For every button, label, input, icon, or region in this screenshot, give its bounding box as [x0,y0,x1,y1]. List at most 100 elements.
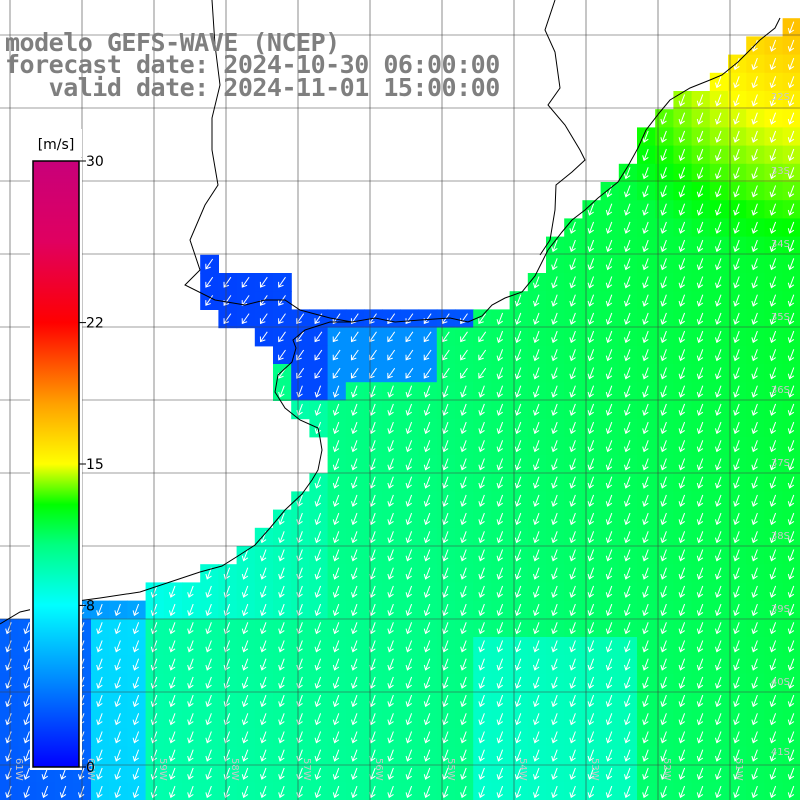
wind-arrow [405,458,413,471]
wind-arrow [551,694,558,708]
wind-arrow [569,658,576,671]
wind-arrow [314,731,322,744]
wind-arrow [423,640,431,653]
wind-arrow [642,476,649,489]
wind-arrow [442,385,449,398]
wind-arrow [150,676,158,689]
wind-arrow [642,403,649,416]
wind-arrow [278,622,285,635]
wind-arrow [387,440,394,453]
wind-arrow [96,676,103,689]
wind-arrow [169,585,176,598]
wind-arrow [387,622,394,635]
wind-arrow [551,476,558,489]
wind-arrow [514,713,522,726]
wind-arrow [150,694,158,708]
wind-arrow [660,239,667,253]
latitude-label: 36S [771,385,790,396]
wind-arrow [478,367,487,379]
latitude-labels: 32S 33S 34S 35S 36S 37S 38S 39S 40S 41S [771,92,790,758]
wind-arrow [314,622,322,635]
wind-arrow [569,403,576,416]
wind-arrow [241,658,249,671]
wind-arrow [769,39,777,52]
wind-arrow [387,531,394,544]
wind-arrow [387,512,394,526]
wind-arrow [496,622,504,635]
wind-arrow [533,512,540,526]
wind-arrow [733,221,740,234]
wind-arrow [696,640,704,653]
wind-arrow [332,603,340,617]
wind-arrow [187,749,194,762]
wind-arrow [642,694,649,708]
wind-arrow [733,239,740,253]
wind-arrow [787,603,795,617]
wind-arrow [660,330,667,344]
wind-arrow [460,567,467,580]
wind-arrow [715,403,722,416]
wind-arrow [551,640,558,653]
wind-arrow [551,458,558,471]
wind-arrow [733,440,740,453]
wind-arrow [332,676,340,689]
wind-arrow [405,476,413,489]
wind-arrow [660,294,667,307]
wind-arrow [733,785,740,799]
wind-arrow [533,531,540,544]
wind-arrow [332,512,340,526]
wind-arrow [624,512,631,526]
wind-arrow [569,258,576,271]
wind-arrow [715,94,722,107]
wind-arrow [715,148,722,162]
wind-arrow [733,385,740,398]
colorbar-tick-label: 8 [86,598,95,614]
wind-arrow [605,640,613,653]
wind-arrow [514,640,522,653]
wind-arrow [587,440,595,453]
wind-arrow [605,749,613,762]
wind-arrow [350,331,359,343]
wind-arrow [132,640,140,653]
wind-arrow [132,731,140,744]
wind-arrow [533,767,540,780]
wind-arrow [787,713,795,726]
wind-arrow [278,603,285,617]
wind-arrow [696,367,704,380]
wind-arrow [278,549,285,562]
wind-arrow [278,585,285,598]
longitude-label: 54W [517,758,528,781]
wind-arrow [478,622,485,635]
wind-arrow [351,658,358,671]
wind-arrow [715,549,722,562]
wind-arrow [442,458,449,471]
wind-arrow [696,403,704,416]
wind-arrow [605,239,613,253]
wind-arrow [678,476,686,489]
wind-arrow [460,494,467,507]
wind-arrow [715,713,722,726]
wind-arrow [514,785,522,799]
wind-arrow [150,767,158,780]
wind-arrow [478,603,485,617]
wind-arrow [278,640,285,653]
wind-arrow [678,312,686,325]
wind-arrow [733,494,740,507]
wind-arrow [551,403,558,416]
wind-arrow [660,658,667,671]
wind-arrow [551,749,558,762]
wind-arrow [733,276,740,289]
wind-arrow [314,767,322,780]
longitude-label: 61W [13,758,24,781]
wind-arrow [351,494,358,507]
wind-arrow [405,549,413,562]
wind-arrow [551,367,558,380]
wind-arrow [751,567,758,580]
wind-arrow [587,531,595,544]
wind-arrow [460,676,467,689]
wind-arrow [442,494,449,507]
wind-arrow [514,403,522,416]
wind-arrow [314,694,322,708]
wind-arrow [405,731,413,744]
wind-arrow [733,731,740,744]
